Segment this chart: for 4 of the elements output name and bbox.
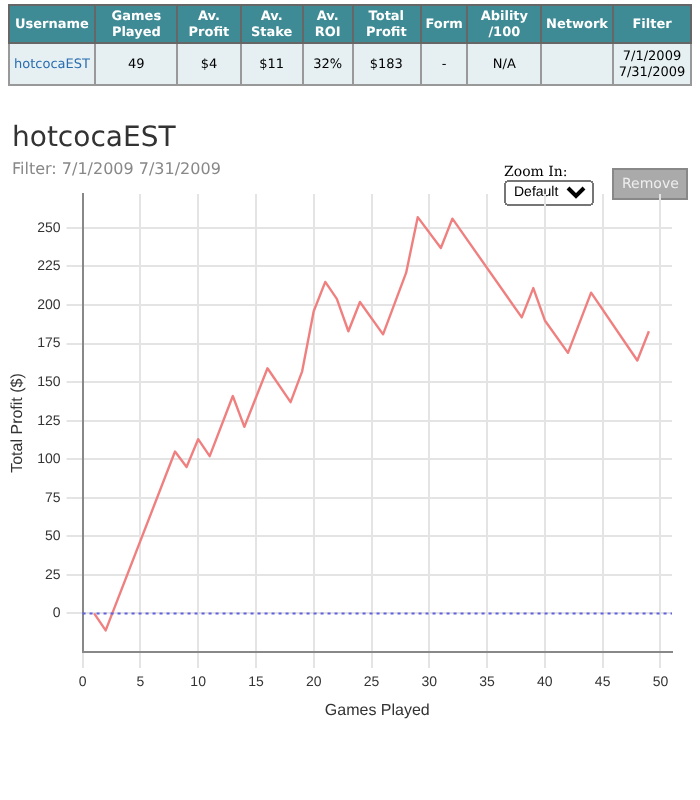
- chart-title: hotcocaEST: [12, 122, 178, 154]
- x-axis-title: Games Played: [324, 700, 430, 719]
- y-axis-title: Total Profit ($): [8, 372, 27, 473]
- chart-subtitle: Filter: 7/1/2009 7/31/2009: [12, 160, 221, 178]
